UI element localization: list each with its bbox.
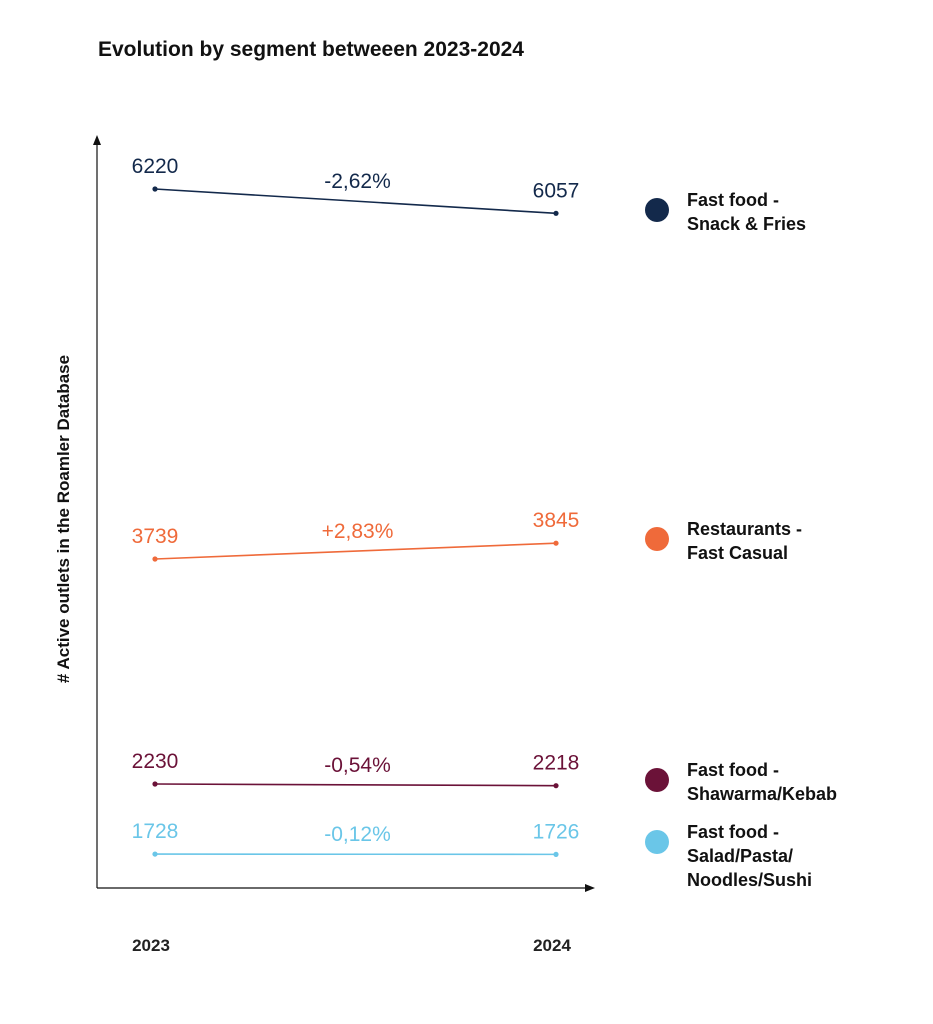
- series-0: 6220 6057 -2,62%: [132, 155, 580, 216]
- legend-item-3: Fast food - Salad/Pasta/ Noodles/Sushi: [645, 820, 887, 892]
- legend-item-2: Fast food - Shawarma/Kebab: [645, 758, 887, 806]
- data-point-0-1: [553, 210, 559, 216]
- change-label-3: -0,12%: [324, 823, 391, 846]
- data-point-2-1: [553, 783, 559, 789]
- data-point-3-0: [152, 851, 158, 857]
- change-label-1: +2,83%: [322, 520, 394, 543]
- data-point-2-0: [152, 781, 158, 787]
- series-3: 1728 1726 -0,12%: [132, 820, 580, 857]
- x-tick-2024: 2024: [533, 936, 571, 955]
- series-line-0: [154, 188, 557, 215]
- legend-swatch-2: [645, 768, 669, 792]
- series-1: 3739 3845 +2,83%: [132, 509, 580, 562]
- data-point-0-0: [152, 186, 158, 192]
- data-label-0-1: 6057: [533, 179, 580, 202]
- data-label-0-0: 6220: [132, 155, 179, 178]
- legend-label-3: Fast food - Salad/Pasta/ Noodles/Sushi: [687, 822, 813, 890]
- data-label-1-1: 3845: [533, 509, 580, 532]
- x-axis: [97, 884, 595, 892]
- data-label-2-0: 2230: [132, 750, 179, 773]
- legend-label-2: Fast food - Shawarma/Kebab: [687, 760, 838, 804]
- legend-swatch-3: [645, 830, 669, 854]
- y-axis: [93, 135, 101, 888]
- series-2: 2230 2218 -0,54%: [132, 750, 580, 789]
- data-point-3-1: [553, 851, 559, 857]
- change-label-2: -0,54%: [324, 754, 391, 777]
- data-point-1-0: [152, 556, 158, 562]
- legend-label-0: Fast food - Snack & Fries: [687, 190, 807, 234]
- legend-item-1: Restaurants - Fast Casual: [645, 517, 887, 565]
- data-label-1-0: 3739: [132, 525, 179, 548]
- legend-swatch-1: [645, 527, 669, 551]
- change-label-0: -2,62%: [324, 170, 391, 193]
- y-axis-label: # Active outlets in the Roamler Database: [54, 355, 73, 683]
- data-label-3-0: 1728: [132, 820, 179, 843]
- legend-item-0: Fast food - Snack & Fries: [645, 188, 887, 236]
- legend-swatch-0: [645, 198, 669, 222]
- chart-title: Evolution by segment betweeen 2023-2024: [98, 38, 524, 61]
- legend-label-1: Restaurants - Fast Casual: [687, 519, 803, 563]
- x-tick-2023: 2023: [132, 936, 170, 955]
- data-point-1-1: [553, 540, 559, 546]
- data-label-3-1: 1726: [533, 820, 580, 843]
- series-line-2: [154, 783, 557, 787]
- data-label-2-1: 2218: [533, 752, 580, 775]
- series-line-1: [154, 542, 557, 560]
